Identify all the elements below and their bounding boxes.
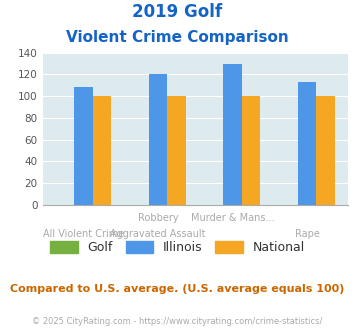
Bar bbox=[149, 75, 167, 205]
Text: Violent Crime Comparison: Violent Crime Comparison bbox=[66, 30, 289, 45]
Text: © 2025 CityRating.com - https://www.cityrating.com/crime-statistics/: © 2025 CityRating.com - https://www.city… bbox=[32, 317, 323, 326]
Text: Rape: Rape bbox=[295, 229, 320, 239]
Text: Robbery: Robbery bbox=[138, 213, 178, 223]
Text: Compared to U.S. average. (U.S. average equals 100): Compared to U.S. average. (U.S. average … bbox=[10, 284, 345, 294]
Bar bbox=[316, 96, 335, 205]
Text: Murder & Mans...: Murder & Mans... bbox=[191, 213, 274, 223]
Bar bbox=[242, 96, 261, 205]
Bar bbox=[167, 96, 186, 205]
Bar bbox=[297, 82, 316, 205]
Text: All Violent Crime: All Violent Crime bbox=[43, 229, 124, 239]
Text: Aggravated Assault: Aggravated Assault bbox=[110, 229, 206, 239]
Legend: Golf, Illinois, National: Golf, Illinois, National bbox=[45, 236, 310, 259]
Bar bbox=[93, 96, 111, 205]
Bar bbox=[223, 64, 242, 205]
Bar bbox=[74, 87, 93, 205]
Text: 2019 Golf: 2019 Golf bbox=[132, 3, 223, 21]
